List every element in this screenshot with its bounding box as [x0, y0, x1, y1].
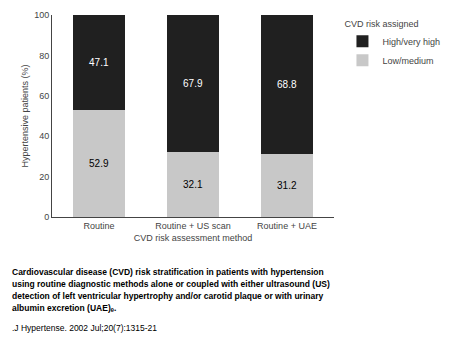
svg-text:68.8: 68.8 [277, 79, 297, 90]
svg-text:Hypertensive patients (%): Hypertensive patients (%) [20, 64, 30, 167]
svg-text:100: 100 [34, 10, 49, 20]
svg-text:using routine diagnostic metho: using routine diagnostic methods alone o… [12, 279, 330, 289]
svg-text:.J Hypertense. 2002 Jul;20(7):: .J Hypertense. 2002 Jul;20(7):1315-21 [12, 323, 157, 333]
svg-text:67.9: 67.9 [183, 78, 203, 89]
svg-text:40: 40 [39, 131, 49, 141]
svg-text:60: 60 [39, 91, 49, 101]
svg-text:Routine: Routine [83, 221, 114, 231]
svg-text:CVD risk assessment method: CVD risk assessment method [134, 233, 253, 243]
svg-text:Cardiovascular disease (CVD) r: Cardiovascular disease (CVD) risk strati… [12, 267, 324, 277]
svg-text:52.9: 52.9 [89, 158, 109, 169]
svg-text:31.2: 31.2 [277, 180, 297, 191]
svg-text:Routine + US scan: Routine + US scan [155, 221, 230, 231]
svg-text:CVD risk assigned: CVD risk assigned [344, 19, 418, 29]
svg-text:20: 20 [39, 172, 49, 182]
svg-text:32.1: 32.1 [183, 179, 203, 190]
svg-text:albumin excretion (UAE)ₑ.: albumin excretion (UAE)ₑ. [12, 303, 116, 313]
svg-text:detection of left ventricular: detection of left ventricular hypertroph… [12, 291, 324, 301]
svg-text:80: 80 [39, 51, 49, 61]
svg-text:Routine + UAE: Routine + UAE [257, 221, 317, 231]
svg-text:47.1: 47.1 [89, 57, 109, 68]
svg-text:Low/medium: Low/medium [382, 56, 433, 66]
svg-text:High/very high: High/very high [382, 37, 440, 47]
svg-text:0: 0 [44, 212, 49, 222]
